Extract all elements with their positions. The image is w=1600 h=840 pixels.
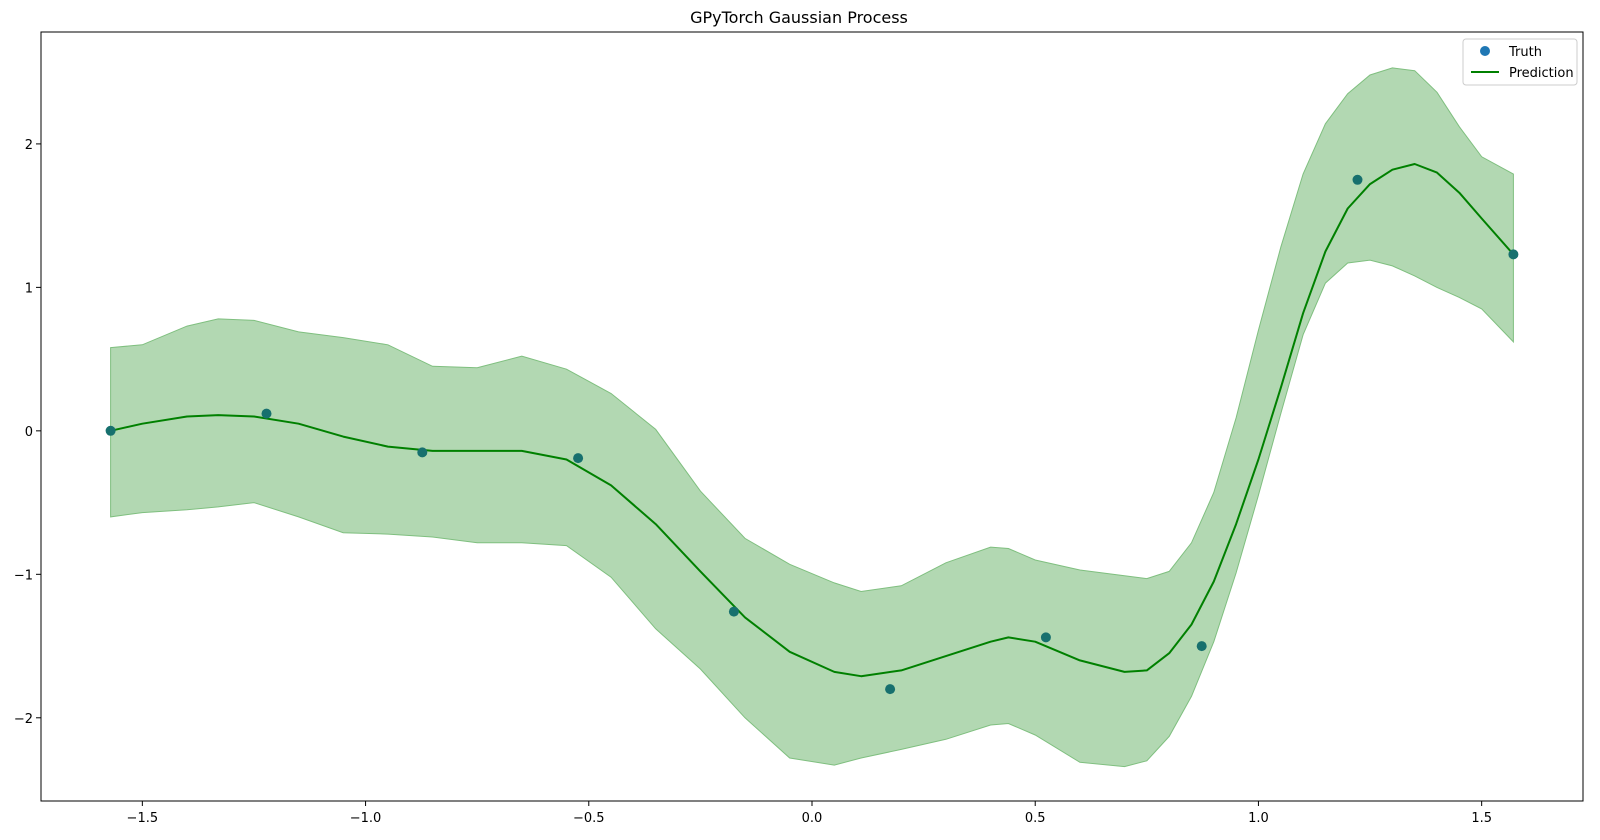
y-tick-label: −1 [14,568,33,583]
y-tick-label: 2 [25,138,33,153]
x-tick-label: −1.0 [350,811,382,826]
truth-point [261,408,272,419]
legend-label: Truth [1508,45,1542,60]
legend: Truth Prediction [1462,38,1578,86]
y-tick-label: 1 [25,281,33,296]
truth-point [885,684,896,695]
chart-title: GPyTorch Gaussian Process [690,8,908,27]
legend-truth-marker [1480,46,1490,56]
x-tick-label: −0.5 [573,811,605,826]
truth-point [728,606,739,617]
truth-point [1040,632,1051,643]
truth-point [573,453,584,464]
x-tick-label: −1.5 [127,811,159,826]
truth-point [105,425,116,436]
truth-point [1196,641,1207,652]
plot-area [105,67,1519,768]
x-tick-label: 0.5 [1025,811,1046,826]
prediction-line [110,163,1515,678]
truth-point [1352,174,1363,185]
truth-point [417,447,428,458]
legend-label: Prediction [1509,66,1574,81]
legend-box [1462,38,1578,86]
y-tick-label: 0 [25,425,33,440]
confidence-band [110,67,1514,768]
truth-point [1508,249,1519,260]
y-tick-label: −2 [14,712,33,727]
x-tick-label: 0.0 [802,811,823,826]
axes: −1.5 −1.0 −0.5 0.0 0.5 1.0 1.5 −2 −1 0 1 2 [14,31,1584,826]
x-tick-label: 1.0 [1248,811,1269,826]
x-tick-label: 1.5 [1471,811,1492,826]
